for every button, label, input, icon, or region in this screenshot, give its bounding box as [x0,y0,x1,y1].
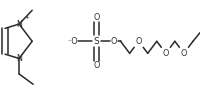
Text: S: S [93,37,99,46]
Text: O: O [135,37,141,46]
Text: N: N [16,20,22,29]
Text: O: O [180,49,186,58]
Text: N: N [16,54,22,63]
Text: +: + [24,15,29,20]
Text: O: O [110,37,116,46]
Text: O: O [93,61,99,70]
Text: O: O [93,13,99,22]
Text: ⁻O: ⁻O [67,37,77,46]
Text: O: O [162,49,168,58]
